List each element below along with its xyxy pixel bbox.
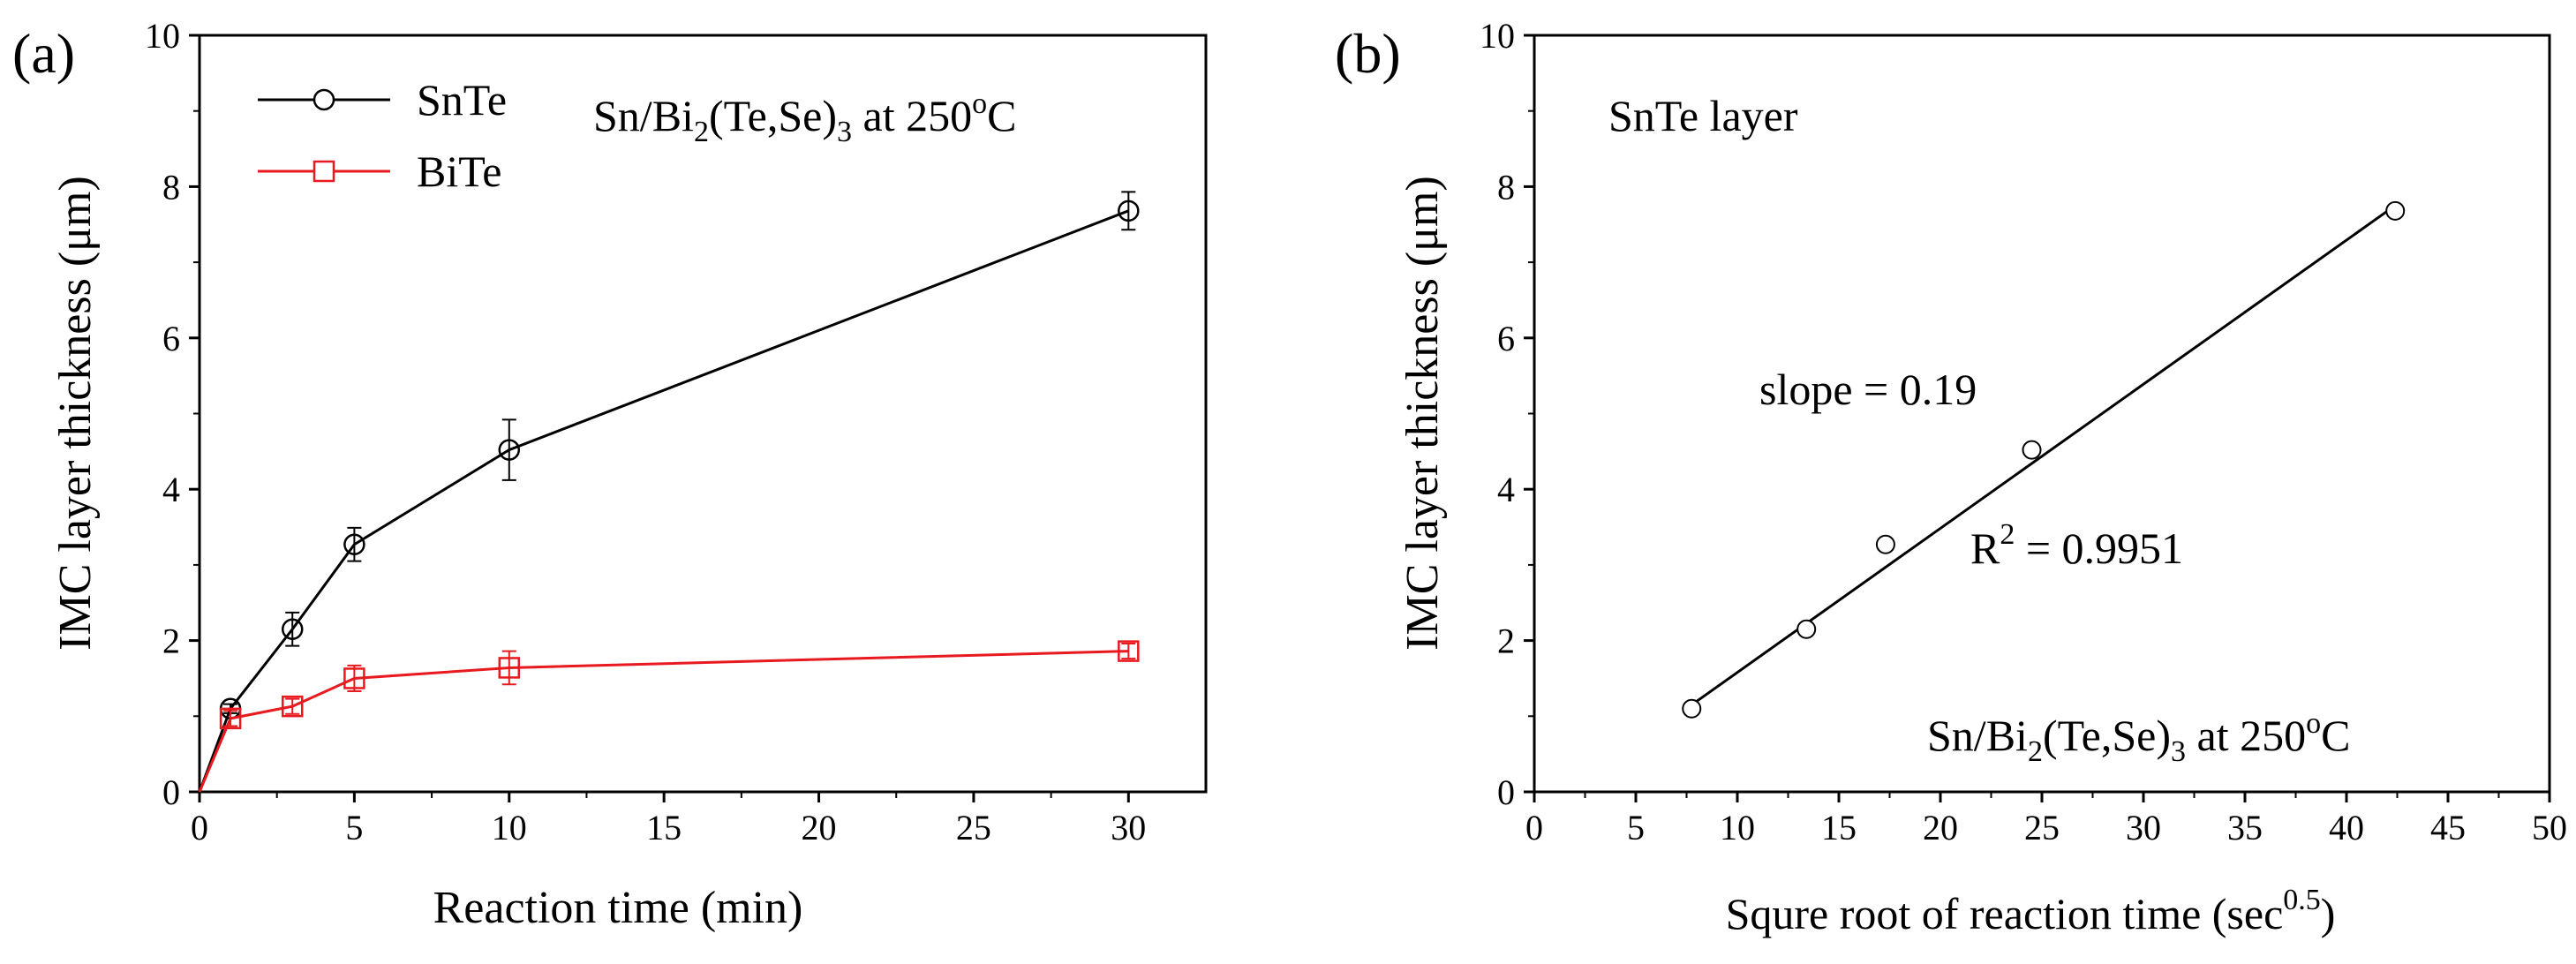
panel-b-x-label: Squre root of reaction time (sec0.5)	[1726, 884, 2336, 938]
slope-label: slope = 0.19	[1759, 365, 1977, 414]
panel-b-x-tick-label: 40	[2329, 808, 2364, 847]
snte-series-line	[198, 209, 1129, 793]
panel-a-y-tick-label: 8	[162, 167, 180, 207]
panel-b-y-tick-label: 8	[1497, 167, 1515, 207]
panel-b-x-axis: 0 5 10 15 20 25 30 35 40 45 50	[1525, 792, 2567, 847]
panel-b-x-tick-label: 45	[2430, 808, 2466, 847]
panel-a-series	[198, 191, 1140, 793]
panel-a-label: (a)	[12, 22, 75, 85]
panel-a-y-axis: 0 2 4 6 8 10	[145, 16, 200, 812]
panel-a-x-tick-label: 0	[191, 808, 208, 847]
panel-b-x-tick-label: 15	[1821, 808, 1857, 847]
panel-b-x-tick-label: 30	[2126, 808, 2161, 847]
panel-a-y-tick-label: 4	[162, 470, 180, 509]
panel-a-annotation: Sn/Bi2(Te,Se)3 at 250oC	[593, 87, 1016, 148]
bite-series-line	[198, 650, 1129, 793]
panel-b-plot-frame	[1533, 34, 2551, 794]
panel-b-y-tick-label: 6	[1497, 319, 1515, 358]
snte-data-point	[2022, 440, 2042, 460]
panel-a: (a) 0 5 10 15 20 25 30 0 2 4 6 8 10 Reaction time (…	[12, 16, 1208, 933]
panel-a-x-tick-label: 30	[1111, 808, 1146, 847]
panel-b-x-tick-label: 35	[2227, 808, 2263, 847]
legend-snte-label: SnTe	[417, 75, 507, 124]
snte-data-point	[2385, 200, 2406, 221]
legend-bite-label: BiTe	[417, 147, 501, 196]
panel-b-y-tick-label: 0	[1497, 772, 1515, 812]
panel-a-x-tick-label: 15	[646, 808, 682, 847]
panel-b-y-tick-label: 2	[1497, 621, 1515, 661]
panel-a-x-tick-label: 10	[492, 808, 527, 847]
panel-a-x-tick-label: 25	[956, 808, 991, 847]
panel-a-x-axis: 0 5 10 15 20 25 30	[191, 792, 1146, 847]
panel-b-y-label: IMC layer thickness (μm)	[1397, 176, 1448, 651]
panel-b-x-tick-label: 20	[1923, 808, 1958, 847]
panel-b-x-tick-label: 5	[1627, 808, 1645, 847]
panel-b-annotation: Sn/Bi2(Te,Se)3 at 250oC	[1927, 707, 2350, 768]
legend-snte-marker	[313, 88, 335, 111]
panel-a-y-tick-label: 6	[162, 319, 180, 358]
panel-a-y-tick-label: 0	[162, 772, 180, 812]
panel-b-y-tick-label: 10	[1480, 16, 1515, 56]
panel-a-legend: SnTe BiTe	[258, 75, 507, 196]
panel-b-y-axis: 0 2 4 6 8 10	[1480, 16, 1534, 812]
panel-b-label: (b)	[1335, 22, 1401, 85]
panel-b-x-tick-label: 10	[1720, 808, 1755, 847]
snte-data-point	[1875, 534, 1895, 554]
snte-data-point	[1118, 200, 1140, 222]
panel-a-plot-frame	[198, 34, 1208, 794]
snte-data-point	[343, 533, 365, 556]
panel-a-x-label: Reaction time (min)	[433, 883, 803, 933]
panel-a-x-tick-label: 5	[345, 808, 363, 847]
bite-data-point	[219, 707, 242, 730]
panel-b-series	[1682, 200, 2406, 719]
panel-b-x-tick-label: 25	[2024, 808, 2060, 847]
bite-data-point	[498, 657, 521, 679]
snte-data-point	[281, 618, 304, 640]
panel-a-y-tick-label: 2	[162, 621, 180, 661]
panel-a-y-tick-label: 10	[145, 16, 180, 56]
panel-a-y-label: IMC layer thickness (μm)	[50, 176, 101, 651]
panel-b-x-tick-label: 50	[2532, 808, 2567, 847]
bite-data-point	[1118, 640, 1140, 662]
panel-b-title: SnTe layer	[1608, 91, 1798, 140]
panel-b-y-tick-label: 4	[1497, 470, 1515, 509]
snte-data-point	[498, 439, 521, 461]
bite-data-point	[281, 695, 304, 718]
snte-data-point	[1796, 619, 1817, 639]
snte-data-point	[1682, 698, 1702, 719]
bite-data-point	[343, 667, 365, 689]
panel-b: (b) 0 5 10 15 20 25 30 35 40 45 50 0 2 4 6 8 10 Squre r…	[1335, 16, 2567, 938]
panel-a-x-tick-label: 20	[802, 808, 837, 847]
r2-label: R2 = 0.9951	[1970, 518, 2183, 573]
panel-b-x-tick-label: 0	[1525, 808, 1543, 847]
legend-bite-marker	[313, 160, 335, 183]
